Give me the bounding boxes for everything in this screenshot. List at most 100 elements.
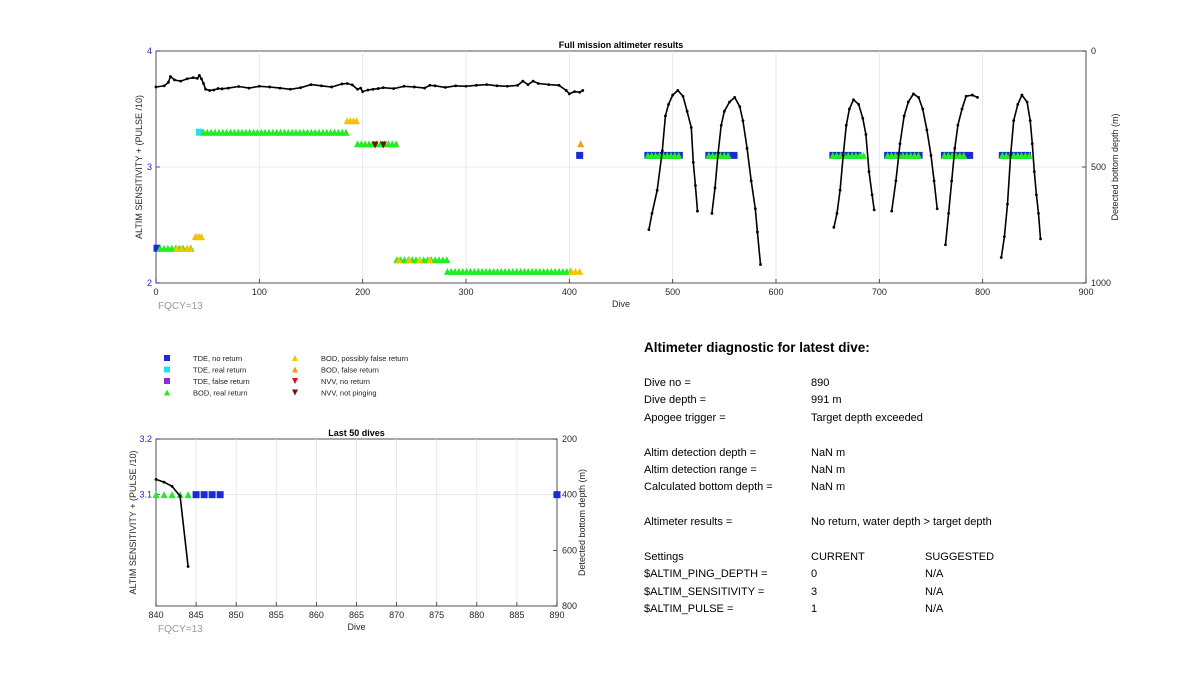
- last50-bottom-depth-point: [154, 477, 158, 481]
- last50-bod-real-return-marker: [152, 491, 160, 499]
- last50-x-tick-label: 890: [549, 610, 564, 620]
- main-bottom-depth-point: [1012, 119, 1016, 122]
- main-bottom-depth-point: [738, 105, 742, 109]
- main-x-tick-label: 400: [562, 287, 577, 297]
- main-bottom-depth-point: [898, 142, 902, 146]
- main-bod-false-return-marker: [577, 140, 585, 148]
- main-bottom-depth-point: [1002, 235, 1006, 239]
- main-bottom-depth-point: [402, 84, 406, 88]
- main-bottom-depth-point: [485, 83, 489, 87]
- main-bottom-depth-point: [872, 208, 876, 212]
- setting-suggested: N/A: [925, 568, 944, 581]
- main-bottom-depth-point: [350, 83, 354, 87]
- main-bottom-depth-point: [1028, 119, 1032, 122]
- main-bottom-depth-point: [970, 93, 974, 97]
- main-bottom-depth-point: [547, 83, 551, 87]
- main-bottom-depth-point: [212, 88, 216, 92]
- legend-label-bod-false-return: BOD, false return: [321, 366, 379, 375]
- last50-y2-tick-label: 600: [562, 545, 577, 555]
- main-bottom-depth-point: [268, 85, 272, 89]
- main-bottom-depth-point: [567, 92, 571, 96]
- main-y-tick-label: 2: [147, 278, 152, 288]
- main-bottom-depth-point: [713, 186, 717, 190]
- main-bottom-depth-point: [696, 209, 699, 213]
- main-bottom-depth-point: [733, 96, 737, 99]
- calc-bottom-label: Calculated bottom depth =: [644, 481, 773, 494]
- main-bottom-depth-point: [1006, 202, 1009, 206]
- main-y-tick-label: 4: [147, 46, 152, 56]
- last50-y2-tick-label: 400: [562, 490, 577, 500]
- main-fqcy-annotation: FQCY=13: [158, 301, 203, 312]
- dive-no-value: 890: [811, 377, 830, 389]
- main-bottom-depth-point: [912, 92, 915, 96]
- main-bottom-depth-point: [200, 77, 203, 81]
- legend-label-nvv-not-pinging: NVV, not pinging: [321, 389, 377, 398]
- main-bottom-depth-point: [852, 98, 855, 102]
- main-bottom-depth-point: [204, 87, 208, 91]
- main-bottom-depth-point: [237, 85, 241, 88]
- main-bottom-depth-point: [299, 86, 303, 90]
- apogee-label: Apogee trigger =: [644, 411, 726, 424]
- last50-y-tick-label: 3.2: [139, 434, 152, 444]
- main-bottom-depth-point: [681, 94, 685, 98]
- diag-row-calc-bottom: Calculated bottom depth = NaN m: [644, 481, 1184, 498]
- main-bottom-depth-point: [208, 89, 212, 92]
- main-bottom-depth-point: [564, 89, 568, 92]
- main-bod-real-return-marker: [1025, 151, 1033, 159]
- main-bottom-depth-point: [759, 263, 762, 266]
- main-bottom-depth-point: [226, 86, 230, 90]
- main-bod-possibly-false-return-marker: [405, 256, 413, 264]
- calc-bottom-value: NaN m: [811, 481, 846, 494]
- main-bottom-depth-point: [870, 193, 874, 197]
- main-bottom-depth-point: [198, 73, 201, 77]
- last50-bod-real-return-marker: [184, 491, 192, 499]
- main-bottom-depth-point: [935, 207, 939, 211]
- main-bottom-depth-point: [154, 85, 158, 89]
- main-bottom-depth-point: [685, 109, 689, 113]
- last50-tde-no-return-marker: [208, 491, 216, 499]
- main-bottom-depth-point: [847, 107, 851, 111]
- main-bottom-depth-point: [257, 84, 261, 88]
- main-bod-possibly-false-return-marker: [416, 256, 423, 264]
- main-bottom-depth-point: [906, 100, 910, 104]
- main-bottom-depth-point: [749, 179, 753, 183]
- main-bod-real-return-marker: [914, 151, 922, 159]
- main-bottom-depth-point: [185, 77, 189, 81]
- last50-fqcy-annotation: FQCY=13: [158, 624, 203, 635]
- last50-bod-real-return-marker: [160, 491, 168, 499]
- main-y2-tick-label: 1000: [1091, 278, 1111, 288]
- last50-tde-no-return-marker: [553, 491, 561, 499]
- last50-bod-real-return-marker: [168, 491, 176, 499]
- main-bottom-depth-point: [647, 228, 651, 232]
- diagnostic-panel: Altimeter diagnostic for latest dive: Di…: [644, 340, 1184, 620]
- main-bottom-depth-point: [917, 96, 920, 99]
- main-bottom-depth-point: [719, 123, 723, 127]
- main-x-tick-label: 200: [355, 287, 370, 297]
- last50-tde-no-return-marker: [200, 491, 208, 499]
- last50-x-tick-label: 855: [269, 610, 284, 620]
- main-bottom-depth-point: [428, 83, 432, 87]
- diagnostic-title: Altimeter diagnostic for latest dive:: [644, 340, 870, 355]
- main-bottom-depth-point: [288, 87, 292, 91]
- legend-marker-bod-false-return: [292, 366, 298, 373]
- main-bottom-depth-point: [1037, 212, 1040, 215]
- main-bottom-depth-point: [1035, 193, 1038, 197]
- legend-marker-tde-false-return: [164, 378, 170, 384]
- last50-x-tick-label: 865: [349, 610, 364, 620]
- setting-current: 3: [811, 585, 818, 598]
- main-bottom-depth-point: [716, 151, 720, 155]
- main-bottom-depth-point: [745, 147, 749, 150]
- last50-x-tick-label: 885: [509, 610, 524, 620]
- main-bottom-depth-point: [1009, 154, 1012, 157]
- detection-range-label: Altim detection range =: [644, 463, 757, 476]
- main-bottom-depth-point: [864, 133, 868, 136]
- main-bod-possibly-false-return-marker: [395, 256, 403, 264]
- last50-x-tick-label: 850: [229, 610, 244, 620]
- main-bottom-depth-point: [1030, 142, 1034, 146]
- main-bod-possibly-false-return-marker: [352, 117, 360, 125]
- main-bottom-depth-line: [648, 89, 699, 230]
- main-bottom-depth-point: [381, 86, 385, 90]
- main-bottom-depth-point: [660, 149, 664, 153]
- main-y-tick-label: 3: [147, 162, 152, 172]
